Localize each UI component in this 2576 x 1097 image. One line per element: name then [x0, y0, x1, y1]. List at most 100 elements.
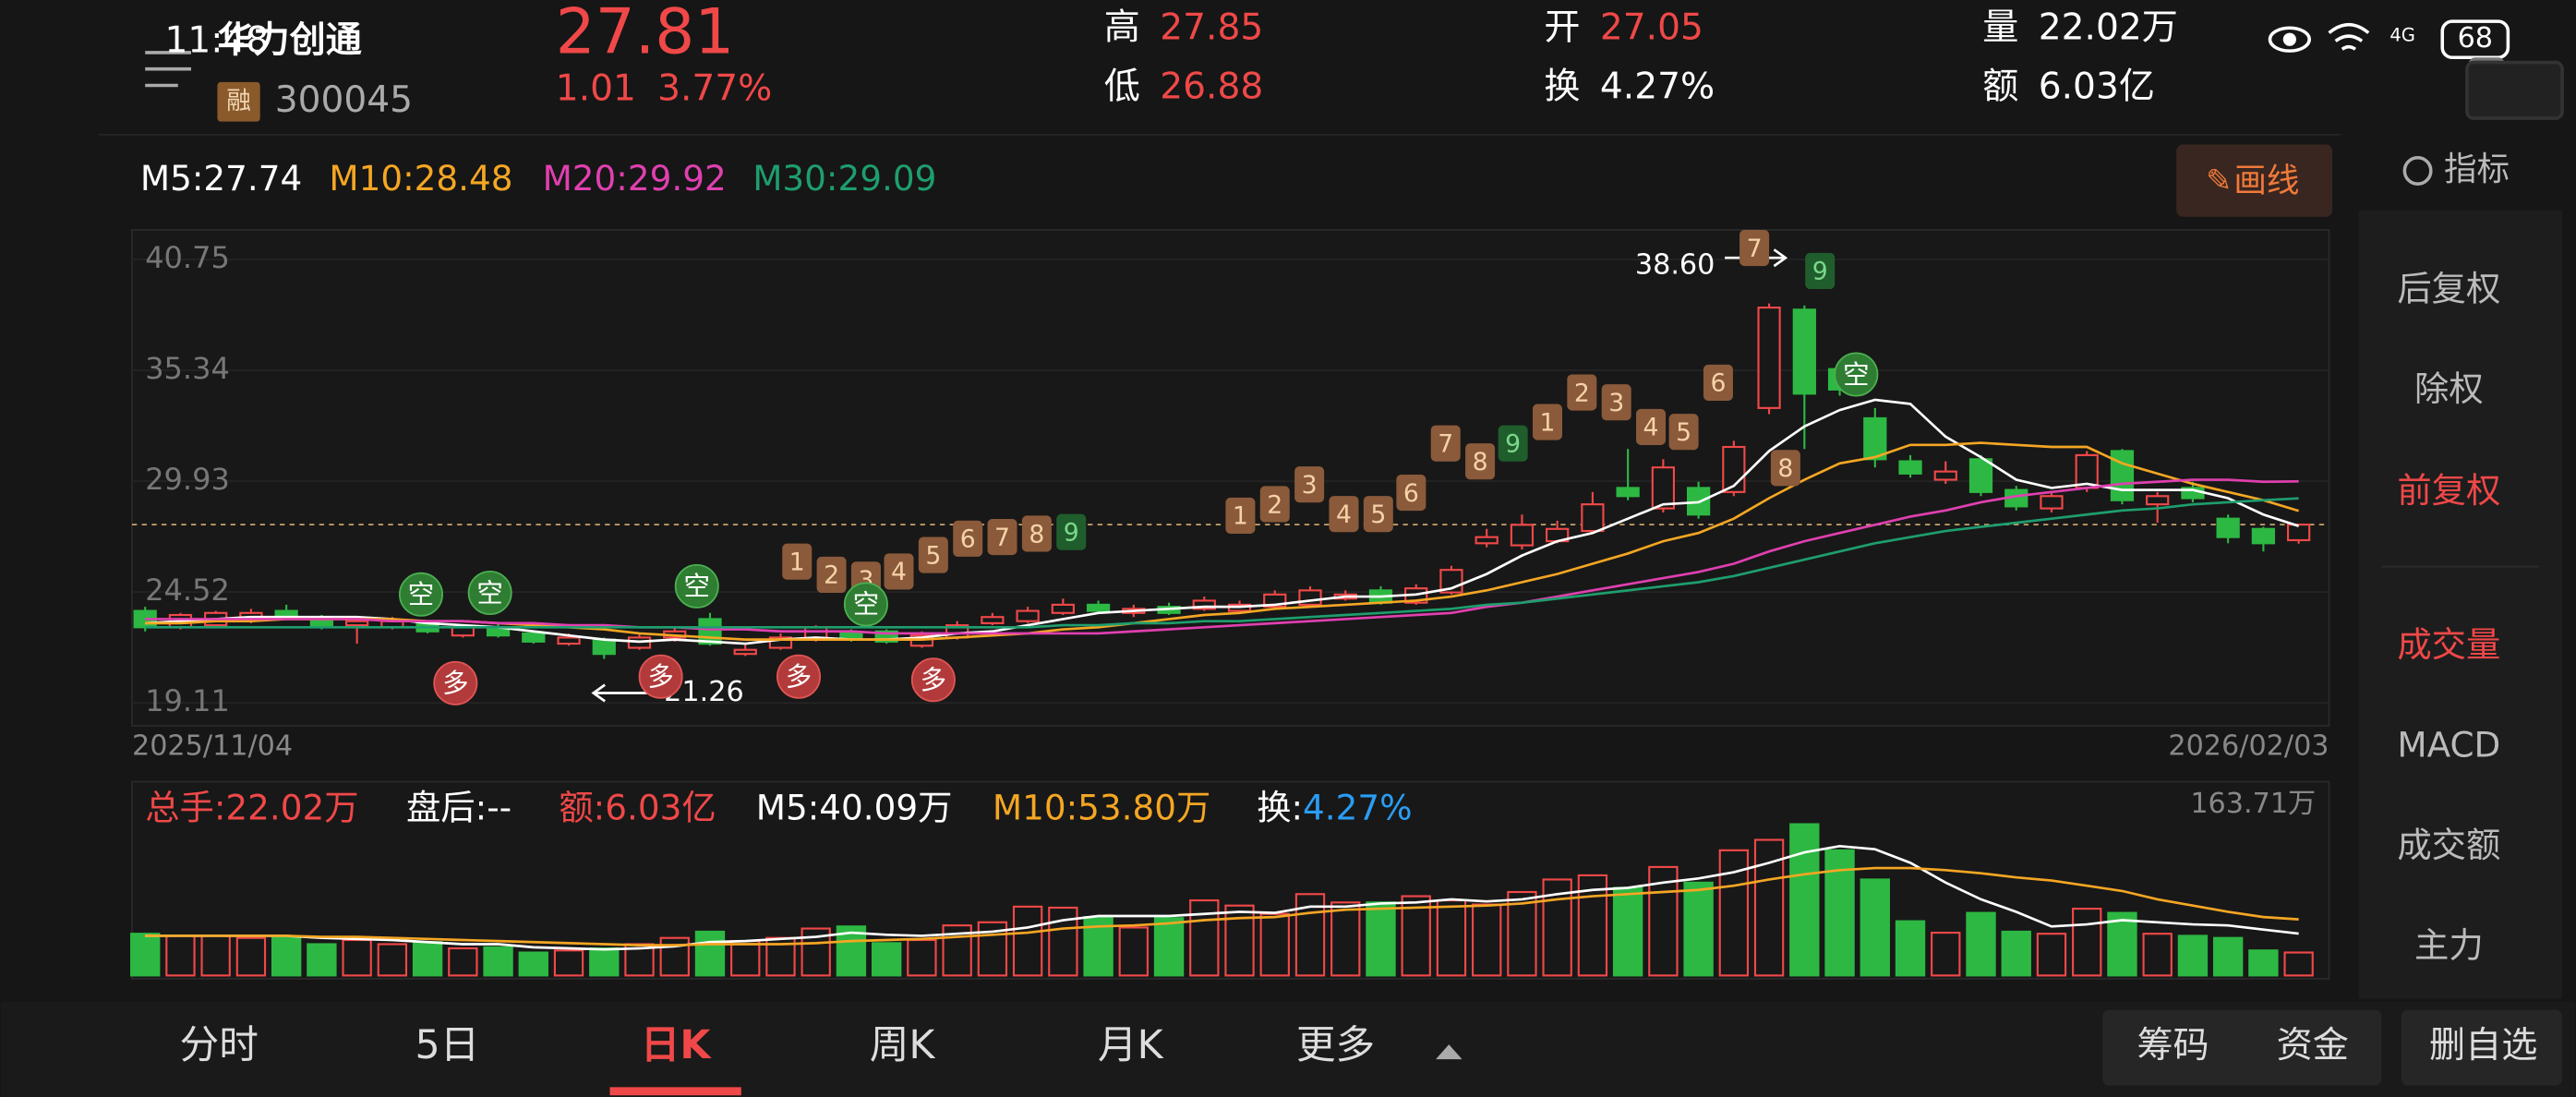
volume-bar [2072, 908, 2102, 977]
battery: 68 [2458, 22, 2493, 54]
side-panel [2358, 210, 2563, 999]
candle-body [1581, 503, 1605, 533]
candle-body [1933, 470, 1957, 481]
signal-label: 9 [1064, 518, 1079, 547]
volume-bar [907, 938, 937, 977]
volume-info: 总手:22.02万 [145, 787, 358, 827]
signal-label: 空 [476, 578, 502, 609]
end-date: 2026/02/03 [2168, 730, 2329, 763]
signal-badge [1703, 364, 1733, 401]
candle-body [1792, 308, 1816, 395]
indicator-label[interactable]: 指标 [2444, 151, 2510, 188]
menu-icon[interactable] [145, 51, 191, 88]
signal-label: 多 [647, 661, 673, 692]
chart: M5:27.74 M10:28.48 M20:29.92 M30:29.09 40.75… [130, 158, 2329, 977]
signal-label: 9 [1812, 258, 1828, 286]
y-tick-label: 35.34 [145, 351, 230, 386]
ma-line [145, 478, 2299, 635]
tab[interactable]: 分时 [180, 1022, 259, 1068]
side-menu-item[interactable]: MACD [2397, 725, 2500, 765]
candle-body [2287, 524, 2311, 542]
volume-bar [2212, 936, 2244, 977]
signal-label: 5 [925, 541, 941, 570]
tab[interactable]: 更多 [1296, 1022, 1375, 1068]
side-menu-item[interactable]: 成交量 [2397, 624, 2500, 665]
y-tick-label: 29.93 [145, 462, 230, 497]
side-menu-item[interactable]: 后复权 [2397, 268, 2500, 308]
volume-bar [377, 943, 408, 977]
volume-info: 额:6.03亿 [559, 787, 716, 827]
signal-label: 空 [408, 580, 434, 610]
candle-body [592, 638, 616, 656]
ma-legend: M20:29.92 [543, 158, 727, 199]
side-menu-item[interactable]: 成交额 [2397, 825, 2500, 865]
stat-value: 27.05 [1600, 7, 1703, 49]
signal-label: 7 [1747, 235, 1763, 263]
signal-badge [1225, 497, 1256, 534]
signal-badge [1294, 466, 1325, 503]
volume-bar [1153, 917, 1185, 977]
volume-bar [130, 933, 161, 977]
signal-badge [816, 556, 847, 594]
price-panel [131, 229, 2330, 727]
signal-label: 7 [994, 524, 1010, 552]
signal-label: 8 [1473, 448, 1488, 476]
signal-badge [1834, 352, 1879, 397]
signal-label: 7 [1438, 429, 1453, 458]
tag-box [217, 81, 260, 122]
candle-body [522, 632, 546, 643]
volume-bar [1259, 912, 1290, 977]
side-menu-item[interactable]: 主力 [2414, 925, 2484, 966]
signal-badge [1532, 404, 1562, 440]
volume-bar [1895, 920, 1926, 977]
ma-line [145, 497, 2299, 629]
draw-label[interactable]: 画线 [2233, 162, 2299, 199]
signal-label: 多 [786, 661, 812, 692]
signal-badge [987, 518, 1017, 556]
signal-label: 8 [1777, 454, 1793, 483]
volume-bar [1118, 926, 1150, 977]
volume-bar [1401, 895, 1431, 977]
candle-body [981, 616, 1005, 624]
signal-label: 4 [1336, 500, 1352, 529]
ma-legend: M30:29.09 [752, 158, 936, 199]
volume-bar [271, 936, 302, 977]
action[interactable]: 资金 [2277, 1025, 2349, 1067]
draw-button[interactable] [2176, 144, 2333, 217]
signal-badge [1021, 515, 1052, 552]
volume-bar [1860, 878, 1890, 977]
signal-badge [1396, 474, 1426, 512]
action[interactable]: 删自选 [2429, 1025, 2537, 1067]
volume-bar [1189, 898, 1220, 977]
draw-icon: ✎ [2206, 163, 2232, 199]
volume-ma-line [145, 866, 2299, 946]
side-menu-item[interactable]: 除权 [2414, 368, 2484, 409]
high-label: 38.60 [1635, 249, 1715, 282]
side-menu-item[interactable]: 前复权 [2397, 470, 2500, 511]
signal-label: 空 [684, 572, 710, 602]
signal-label: 多 [442, 669, 468, 699]
volume-bar [518, 951, 548, 977]
candle-body [2110, 450, 2135, 501]
volume-bar [2177, 934, 2209, 977]
volume-bar [1789, 823, 1820, 977]
signal-badge [1465, 443, 1496, 480]
tab[interactable]: 月K [1098, 1022, 1164, 1068]
tab[interactable]: 日K [641, 1022, 713, 1068]
signal-badge [918, 536, 948, 573]
signal-badge [910, 657, 956, 703]
stat-label: 开 [1544, 7, 1580, 49]
stat-label: 低 [1104, 66, 1140, 108]
signal-badge [674, 563, 719, 609]
signal-label: 6 [960, 525, 976, 554]
tab[interactable]: 周K [870, 1022, 936, 1068]
volume-bar [553, 949, 584, 977]
signal-badge [467, 571, 512, 616]
tab[interactable]: 5日 [415, 1022, 480, 1068]
signal-badge [1739, 229, 1770, 267]
signal-label: 1 [1540, 408, 1556, 437]
action[interactable]: 筹码 [2137, 1025, 2209, 1067]
candle-body [768, 636, 793, 649]
